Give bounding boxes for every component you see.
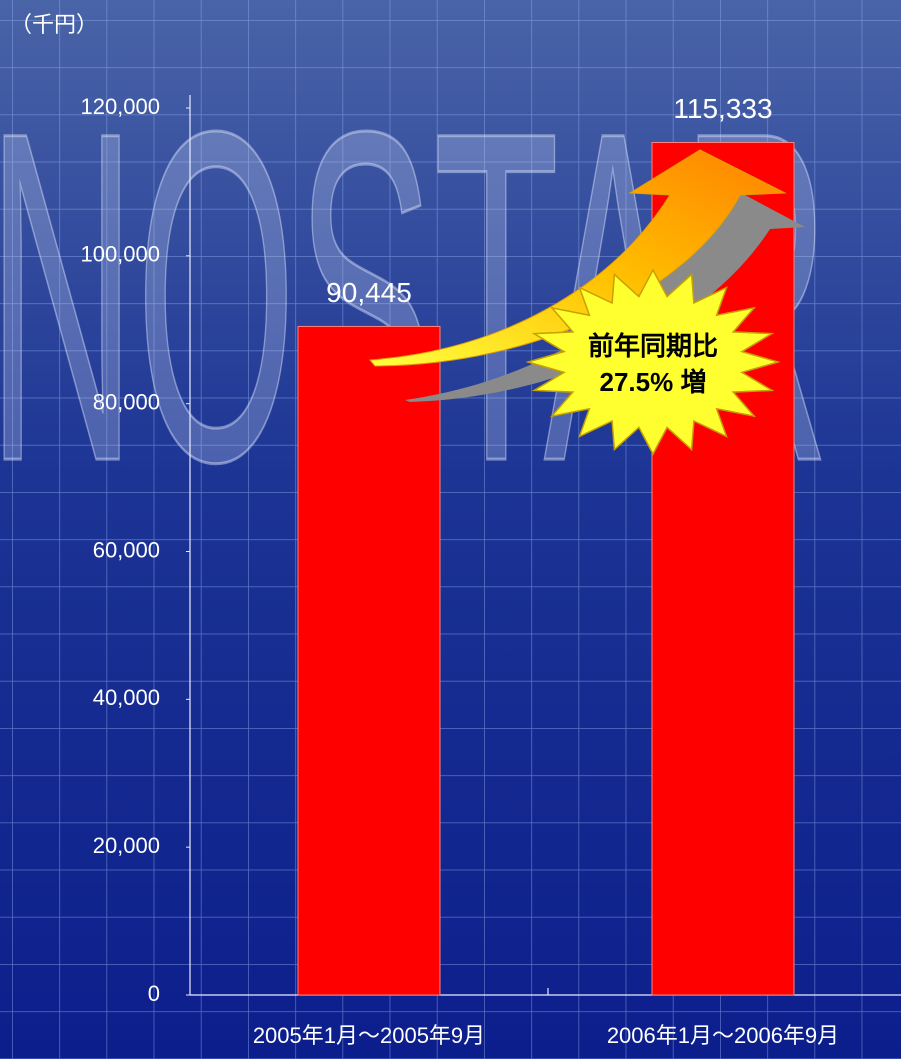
- y-tick-label: 120,000: [80, 94, 160, 119]
- y-tick-label: 100,000: [80, 242, 160, 267]
- y-tick-label: 80,000: [93, 389, 160, 414]
- annotation-line: 前年同期比: [588, 331, 718, 361]
- y-tick-label: 40,000: [93, 685, 160, 710]
- y-tick-label: 0: [148, 981, 160, 1006]
- value-label: 115,333: [673, 93, 772, 124]
- arrow: [368, 149, 787, 367]
- x-tick-label: 2006年1月～2006年9月: [607, 1023, 839, 1048]
- value-label: 90,445: [326, 277, 412, 308]
- annotation-line: 27.5% 増: [600, 367, 707, 397]
- starburst: [525, 268, 781, 456]
- y-tick-label: 60,000: [93, 537, 160, 562]
- x-tick-label: 2005年1月～2005年9月: [253, 1023, 485, 1048]
- y-tick-label: 20,000: [93, 833, 160, 858]
- bar: [297, 325, 441, 996]
- unit-label: （千円）: [10, 12, 98, 37]
